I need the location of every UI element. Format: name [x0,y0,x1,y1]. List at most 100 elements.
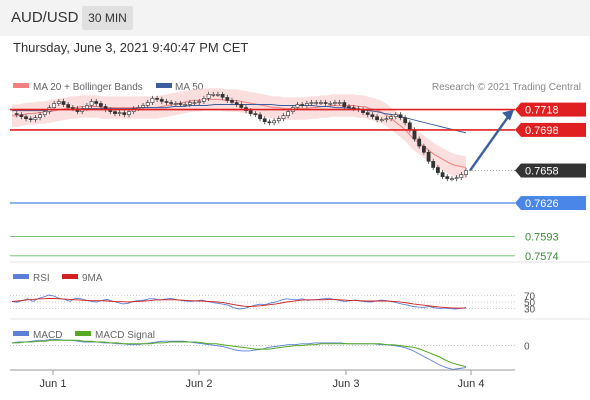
timestamp: Thursday, June 3, 2021 9:40:47 PM CET [13,40,249,55]
candle-body [145,102,150,106]
chart-header: AUD/USD 30 MIN [0,0,590,36]
candle-body [384,118,389,120]
candle-body [440,172,445,178]
candle-body [225,97,230,101]
candle-body [262,118,267,122]
level-0-7626-label: 0.7626 [525,198,559,210]
legend-swatch-rsi [13,274,29,279]
level-0-7698-tag [521,122,586,137]
legend-ma50-label: MA 50 [175,82,204,93]
candle-body [99,103,103,107]
candle-body [61,101,66,105]
candle-body [230,100,234,103]
legend-macd-signal-label: MACD Signal [95,330,155,341]
candle-body [351,107,356,109]
level-0-7626-tag-pointer [515,196,521,211]
x-tick-label: Jun 4 [458,378,485,390]
level-0-7658-label: 0.7658 [525,166,559,178]
candle-body [14,113,19,115]
candle-body [66,104,71,108]
level-0-7658-tag [521,163,586,178]
candle-body [435,167,440,173]
x-tick-label: Jun 1 [40,378,67,390]
candle-body [426,151,431,162]
candle-body [412,129,417,140]
candle-body [19,114,24,117]
candle-body [276,118,281,121]
level-0-7698-label: 0.7698 [525,125,559,137]
macd-zero-label: 0 [524,342,530,353]
legend-rsi-ma-label: 9MA [82,273,103,284]
candle-body [295,104,300,108]
candle-body [127,111,131,115]
candle-body [220,94,225,98]
candle-body [421,145,426,153]
candle-body [24,116,28,119]
candle-body [159,99,164,102]
forecast-arrow-shaft [469,114,510,172]
candle-body [272,120,277,124]
rsi-tick-label: 70 [524,292,536,303]
candle-body [141,105,146,108]
candle-body [202,98,206,102]
rsi-tick-label: 50 [524,298,536,309]
candle-body [258,114,263,120]
candle-body [56,101,61,104]
candle-body [286,111,291,116]
candle-body [309,102,314,104]
level-0-7718-tag-pointer [515,102,521,117]
forecast-arrow-head [502,109,514,121]
candle-body [122,112,127,115]
candle-body [365,112,370,115]
candle-body [328,103,333,105]
bollinger-band [12,88,466,179]
candle-body [407,122,412,131]
currency-pair: AUD/USD [11,9,79,26]
candle-body [459,174,464,178]
candle-body [248,110,253,114]
candle-body [192,102,197,104]
candle-body [300,104,305,106]
candle-body [398,114,403,118]
legend-ma20-label: MA 20 + Bollinger Bands [33,82,143,93]
candle-body [379,119,384,121]
candle-body [253,113,258,115]
candle-body [188,102,192,105]
candle-body [197,101,202,103]
candle-body [173,103,178,105]
candle-body [136,107,141,109]
candle-body [38,114,43,118]
legend-swatch-ma50 [156,83,172,88]
candle-body [347,106,351,108]
legend-rsi-label: RSI [33,273,50,284]
legend-swatch-rsi-ma [62,274,78,279]
rsi-ma-line [11,298,466,309]
candle-body [94,101,99,104]
timeframe-badge[interactable]: 30 MIN [82,6,133,30]
candle-body [150,98,155,103]
candle-body [70,107,75,109]
candle-body [164,101,169,103]
rsi-tick-label: 30 [524,304,536,315]
candle-body [403,117,408,124]
candle-body [178,103,183,105]
candle-body [393,114,398,117]
candle-body [234,102,239,105]
price-panel: MA 20 + Bollinger Bands MA 50 Research ©… [10,82,586,263]
candle-body [155,98,160,100]
candle-body [314,102,319,104]
candle-body [337,102,342,104]
macd-signal-line [12,339,467,368]
candle-body [28,118,33,120]
candle-body [281,115,286,119]
level-0-7718-label: 0.7718 [525,105,559,117]
level-0-7698-tag-pointer [515,122,521,137]
candle-body [33,117,38,120]
candle-body [323,102,328,104]
candle-body [113,111,117,114]
macd-panel: MACD MACD Signal 0 [10,330,530,370]
candle-body [42,111,47,115]
candle-body [216,94,220,96]
candle-body [183,104,188,106]
